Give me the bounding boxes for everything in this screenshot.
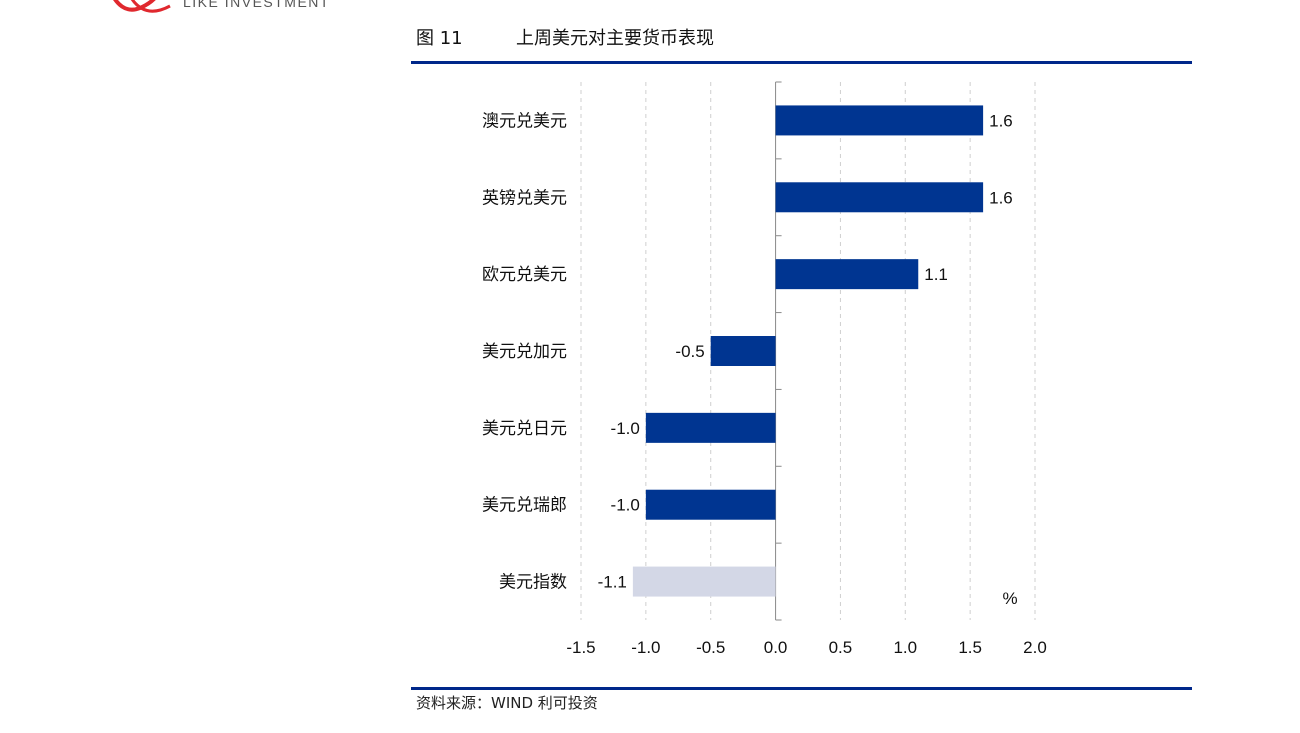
x-tick-label: 0.5: [829, 638, 853, 657]
x-tick-label: 2.0: [1023, 638, 1047, 657]
bar-6: [645, 489, 776, 520]
category-label: 美元指数: [499, 573, 567, 593]
value-label: 1.6: [989, 111, 1013, 130]
labels: 澳元兑美元 1.6 英镑兑美元 1.6 欧元兑美元 1.1 美元兑加元 -0.5 美元兑日元 -1…: [482, 111, 1013, 592]
x-tick-label: 0.0: [764, 638, 788, 657]
value-label: -1.0: [611, 419, 640, 438]
category-label: 美元兑日元: [482, 419, 567, 439]
header-rule: [411, 61, 1192, 64]
bar-3: [775, 259, 919, 290]
bars: [632, 105, 984, 597]
grid-lines: [580, 82, 1036, 620]
value-label: -0.5: [675, 342, 704, 361]
bar-4: [710, 336, 776, 366]
category-label: 美元兑瑞郎: [482, 496, 567, 516]
category-label: 欧元兑美元: [482, 265, 567, 285]
bar-1: [775, 105, 984, 136]
bar-5: [645, 412, 776, 443]
x-tick-label: 1.5: [958, 638, 982, 657]
x-axis-ticks: -1.5 -1.0 -0.5 0.0 0.5 1.0 1.5 2.0: [566, 638, 1046, 657]
value-label: -1.1: [598, 573, 627, 592]
value-label: 1.1: [924, 265, 948, 284]
value-label: 1.6: [989, 188, 1013, 207]
value-label: -1.0: [611, 496, 640, 515]
figure-header: 图 11 上周美元对主要货币表现: [416, 24, 714, 50]
source-note: 资料来源：WIND 利可投资: [416, 694, 598, 712]
unit-label: %: [1002, 589, 1017, 608]
footer-rule: [411, 687, 1192, 690]
category-label: 澳元兑美元: [482, 111, 567, 131]
x-tick-label: -0.5: [696, 638, 725, 657]
category-label: 美元兑加元: [482, 342, 567, 362]
logo-text: LIKE INVESTMENT: [183, 0, 330, 10]
x-tick-label: 1.0: [893, 638, 917, 657]
y-axis: [775, 81, 782, 621]
bar-2: [775, 182, 984, 213]
x-tick-label: -1.0: [631, 638, 660, 657]
logo-swoosh-inner: [130, 0, 171, 13]
x-tick-label: -1.5: [566, 638, 595, 657]
bar-7: [632, 566, 776, 597]
figure-number: 图 11: [416, 28, 463, 49]
figure-title: 上周美元对主要货币表现: [516, 28, 714, 49]
company-logo: [113, 0, 171, 13]
category-label: 英镑兑美元: [482, 188, 567, 208]
